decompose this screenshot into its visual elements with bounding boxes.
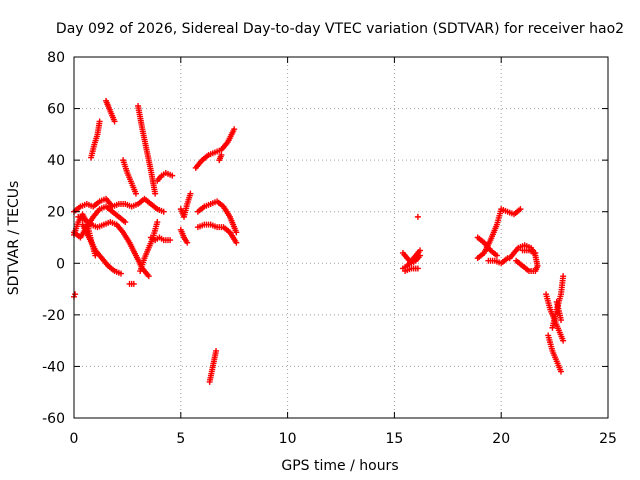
x-tick-label: 10 bbox=[279, 431, 297, 447]
plot-frame bbox=[73, 56, 609, 419]
data-point bbox=[414, 265, 421, 272]
x-tick-label: 20 bbox=[492, 431, 510, 447]
data-point bbox=[558, 317, 565, 324]
data-point bbox=[560, 273, 567, 280]
data-point bbox=[233, 229, 240, 236]
data-point bbox=[167, 237, 174, 244]
data-point bbox=[96, 118, 103, 125]
data-point bbox=[122, 219, 129, 226]
data-point bbox=[231, 126, 238, 133]
y-axis-label: SDTVAR / TECUs bbox=[6, 181, 22, 296]
x-tick-label: 25 bbox=[599, 431, 617, 447]
y-tick-label: 0 bbox=[56, 256, 65, 272]
data-point bbox=[117, 270, 124, 277]
y-tick-label: 80 bbox=[47, 50, 65, 66]
data-point bbox=[493, 252, 500, 259]
data-point bbox=[160, 208, 167, 215]
y-tick-label: -20 bbox=[42, 308, 65, 324]
x-tick-label: 0 bbox=[70, 431, 79, 447]
data-point bbox=[414, 213, 421, 220]
data-point bbox=[184, 239, 191, 246]
data-point bbox=[72, 291, 79, 298]
data-point bbox=[213, 347, 220, 354]
data-point bbox=[132, 190, 139, 197]
data-point bbox=[145, 273, 152, 280]
y-tick-label: 20 bbox=[47, 205, 65, 221]
y-tick-label: -40 bbox=[42, 359, 65, 375]
data-point bbox=[517, 206, 524, 213]
data-point bbox=[513, 257, 520, 264]
data-point bbox=[532, 249, 539, 256]
data-points bbox=[71, 97, 567, 385]
data-point bbox=[169, 172, 176, 179]
y-tick-label: -60 bbox=[42, 411, 65, 427]
data-point bbox=[154, 219, 161, 226]
axis-ticks: 0 5 10 15 20 25 -60 -40 -20 0 20 40 60 80 bbox=[42, 50, 617, 447]
data-point bbox=[417, 247, 424, 254]
chart-title: Day 092 of 2026, Sidereal Day-to-day VTE… bbox=[56, 21, 624, 37]
data-point bbox=[187, 190, 194, 197]
y-tick-label: 40 bbox=[47, 153, 65, 169]
data-point bbox=[218, 151, 225, 158]
x-tick-label: 5 bbox=[176, 431, 185, 447]
y-tick-label: 60 bbox=[47, 102, 65, 118]
data-point bbox=[130, 280, 137, 287]
x-tick-label: 15 bbox=[385, 431, 403, 447]
data-point bbox=[558, 368, 565, 375]
data-point bbox=[560, 337, 567, 344]
x-axis-label: GPS time / hours bbox=[281, 458, 398, 474]
data-point bbox=[111, 118, 118, 125]
data-point bbox=[233, 239, 240, 246]
data-point bbox=[152, 190, 159, 197]
